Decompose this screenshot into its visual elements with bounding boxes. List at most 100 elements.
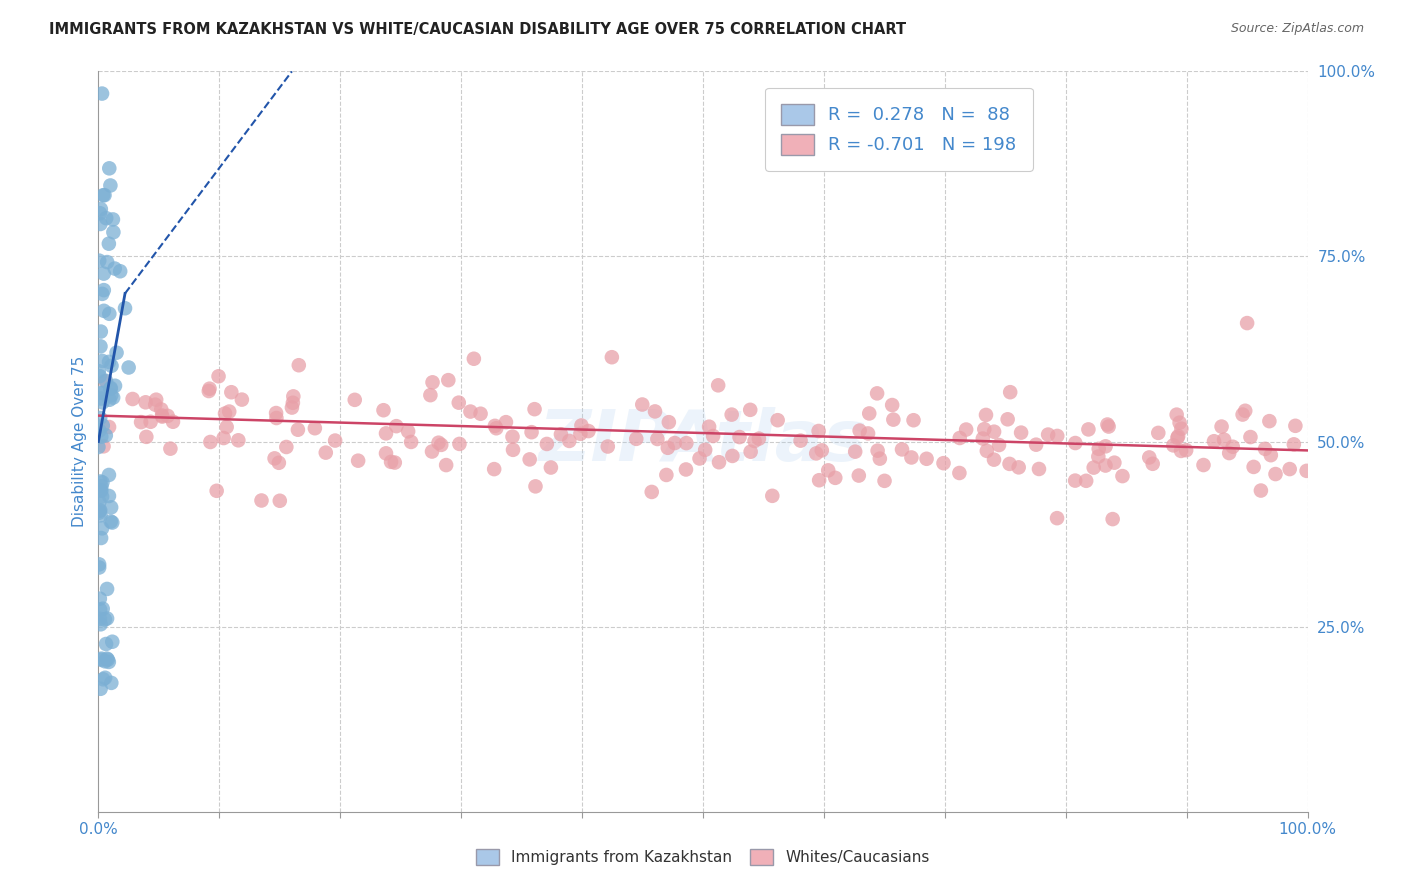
Point	[90, 653, 112, 667]
Point	[264, 406, 287, 420]
Point	[789, 434, 811, 448]
Point	[96, 255, 118, 269]
Y-axis label: Disability Age Over 75: Disability Age Over 75	[72, 356, 87, 527]
Point	[89, 483, 111, 498]
Point	[90, 651, 112, 665]
Point	[882, 412, 904, 426]
Point	[430, 438, 453, 452]
Point	[882, 398, 904, 412]
Point	[287, 423, 309, 437]
Point	[1213, 433, 1236, 447]
Point	[664, 436, 686, 450]
Point	[1239, 430, 1261, 444]
Point	[891, 442, 914, 457]
Point	[1282, 437, 1305, 451]
Point	[720, 408, 742, 422]
Point	[460, 404, 482, 418]
Point	[90, 617, 112, 632]
Point	[1166, 431, 1188, 445]
Point	[1167, 429, 1189, 443]
Point	[915, 451, 938, 466]
Point	[94, 374, 117, 388]
Point	[89, 424, 111, 438]
Point	[848, 468, 870, 483]
Point	[1222, 440, 1244, 454]
Point	[91, 395, 114, 409]
Point	[983, 425, 1005, 439]
Point	[139, 415, 162, 429]
Point	[89, 411, 111, 425]
Point	[811, 443, 834, 458]
Point	[198, 384, 221, 398]
Text: ZIPAtlas: ZIPAtlas	[538, 407, 868, 476]
Point	[866, 443, 889, 458]
Point	[848, 424, 870, 438]
Point	[156, 409, 179, 423]
Point	[89, 253, 111, 268]
Point	[200, 435, 222, 450]
Point	[1098, 419, 1121, 434]
Point	[641, 485, 664, 500]
Point	[97, 655, 120, 669]
Point	[484, 418, 506, 433]
Point	[422, 376, 444, 390]
Point	[91, 418, 114, 433]
Point	[1142, 457, 1164, 471]
Point	[434, 458, 457, 472]
Point	[1087, 442, 1109, 456]
Point	[108, 264, 131, 278]
Point	[100, 381, 122, 395]
Point	[631, 397, 654, 411]
Point	[1101, 512, 1123, 526]
Point	[214, 407, 236, 421]
Point	[96, 582, 118, 596]
Point	[558, 434, 581, 448]
Point	[1083, 460, 1105, 475]
Point	[89, 495, 111, 509]
Legend: Immigrants from Kazakhstan, Whites/Caucasians: Immigrants from Kazakhstan, Whites/Cauca…	[470, 843, 936, 871]
Point	[569, 426, 592, 441]
Point	[1254, 442, 1277, 456]
Point	[869, 451, 891, 466]
Point	[104, 378, 127, 392]
Point	[87, 506, 110, 520]
Point	[998, 457, 1021, 471]
Point	[98, 355, 121, 369]
Point	[114, 301, 136, 316]
Point	[844, 444, 866, 458]
Point	[218, 404, 240, 418]
Point	[470, 407, 492, 421]
Text: Source: ZipAtlas.com: Source: ZipAtlas.com	[1230, 22, 1364, 36]
Point	[91, 490, 114, 504]
Point	[159, 442, 181, 456]
Point	[96, 651, 118, 665]
Point	[697, 419, 720, 434]
Point	[983, 452, 1005, 467]
Point	[1046, 511, 1069, 525]
Point	[100, 676, 122, 690]
Point	[250, 493, 273, 508]
Point	[104, 261, 127, 276]
Point	[1147, 425, 1170, 440]
Point	[808, 473, 831, 487]
Point	[100, 388, 122, 402]
Point	[1243, 459, 1265, 474]
Point	[283, 389, 305, 403]
Point	[1232, 408, 1254, 422]
Point	[550, 427, 572, 442]
Point	[94, 671, 117, 685]
Point	[135, 430, 157, 444]
Point	[647, 432, 669, 446]
Point	[162, 415, 184, 429]
Point	[93, 303, 115, 318]
Point	[103, 225, 125, 239]
Point	[89, 503, 111, 517]
Point	[1104, 456, 1126, 470]
Point	[396, 425, 419, 439]
Point	[89, 339, 111, 353]
Point	[1046, 429, 1069, 443]
Point	[267, 456, 290, 470]
Point	[1236, 316, 1258, 330]
Point	[231, 392, 253, 407]
Point	[856, 426, 879, 441]
